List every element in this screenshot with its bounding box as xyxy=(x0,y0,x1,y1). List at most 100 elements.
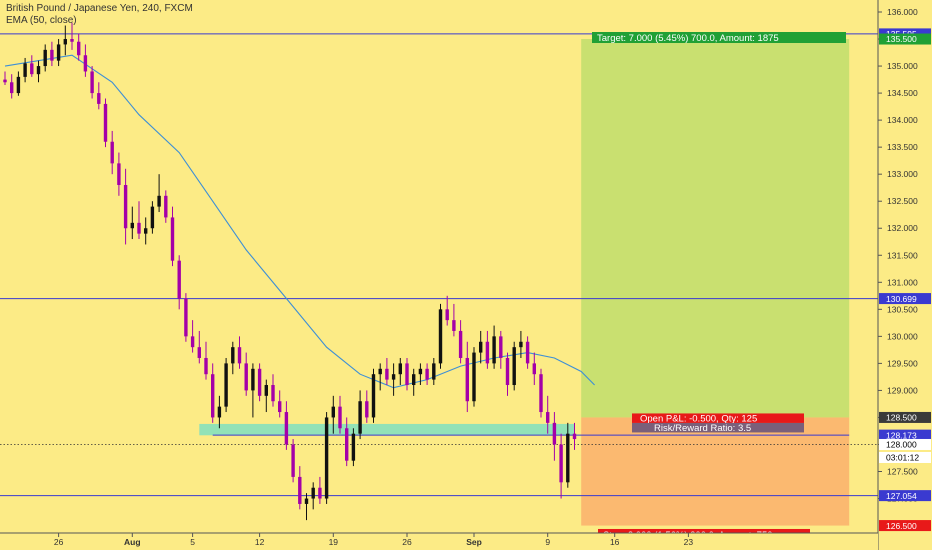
position-price-tag-label: 128.173 xyxy=(886,430,917,440)
line-price-tag: 130.699 xyxy=(879,293,931,305)
candle-body xyxy=(458,330,463,358)
candle-body xyxy=(224,363,228,407)
candle-body xyxy=(525,341,530,364)
current-price-tag: 128.000 xyxy=(879,438,931,450)
candle-body xyxy=(56,44,61,61)
x-tick-label: 9 xyxy=(545,537,550,547)
candle-body xyxy=(345,428,349,461)
candle-body xyxy=(465,357,469,402)
y-tick-label: 133.000 xyxy=(887,169,918,179)
candle-body xyxy=(90,71,94,94)
candle-body xyxy=(505,357,510,386)
pnl-box-bg xyxy=(632,413,804,423)
candle-body xyxy=(472,352,476,402)
candle-body xyxy=(144,228,148,234)
candle-body xyxy=(43,49,47,67)
candle-body xyxy=(83,55,88,72)
target-banner-label: Target: 7.000 (5.45%) 700.0, Amount: 187… xyxy=(597,33,779,44)
candle-body xyxy=(418,368,423,375)
candle-body xyxy=(338,406,342,429)
candle-body xyxy=(123,184,128,229)
countdown-label: 03:01:12 xyxy=(886,453,919,463)
candle-body xyxy=(170,217,175,261)
candle-body xyxy=(3,79,7,83)
x-tick-label: 5 xyxy=(190,537,195,547)
y-tick-label: 129.000 xyxy=(887,385,918,395)
candle-body xyxy=(485,341,490,364)
candle-body xyxy=(405,363,409,386)
line-price-tag-label: 130.699 xyxy=(886,294,917,304)
candle-body xyxy=(318,487,322,499)
candle-body xyxy=(77,41,81,56)
candle-body xyxy=(331,406,335,418)
candle-body xyxy=(391,374,396,380)
candle-body xyxy=(251,368,255,391)
y-tick-label: 134.000 xyxy=(887,115,918,125)
candle-body xyxy=(351,433,356,461)
x-tick-label: Sep xyxy=(466,537,482,547)
indicator-legend: EMA (50, close) xyxy=(6,15,77,26)
candle-body xyxy=(378,368,382,375)
candle-body xyxy=(532,363,536,375)
candle-body xyxy=(519,341,523,348)
candle-body xyxy=(499,336,503,358)
candle-body xyxy=(217,406,222,418)
candle-body xyxy=(284,412,289,445)
candle-body xyxy=(552,422,557,445)
target-zone xyxy=(581,39,850,418)
candle-body xyxy=(137,222,141,234)
position-price-tag-label: 135.500 xyxy=(886,34,917,44)
candle-body xyxy=(184,298,188,337)
y-tick-label: 131.500 xyxy=(887,250,918,260)
x-tick-label: 23 xyxy=(684,537,694,547)
y-tick-label: 127.500 xyxy=(887,467,918,477)
candle-body xyxy=(150,206,155,229)
candle-body xyxy=(177,260,181,299)
position-price-tag: 135.500 xyxy=(879,33,931,45)
candle-body xyxy=(204,357,208,375)
x-tick-label: 26 xyxy=(54,537,64,547)
target-banner-bg xyxy=(592,32,846,44)
candle-body xyxy=(30,63,34,75)
line-price-tag-bg xyxy=(879,293,931,305)
candle-body xyxy=(264,385,268,396)
candle-body xyxy=(566,433,570,483)
candle-body xyxy=(97,93,101,104)
rr-label: Risk/Reward Ratio: 3.5 xyxy=(654,423,751,434)
candle-body xyxy=(398,363,402,375)
candle-body xyxy=(546,412,550,423)
line-price-tag-label: 127.054 xyxy=(886,491,917,501)
y-tick-label: 132.000 xyxy=(887,223,918,233)
position-price-tag-bg xyxy=(879,411,931,423)
candle-body xyxy=(572,433,577,440)
candle-body xyxy=(271,385,275,402)
candle-body xyxy=(324,417,329,499)
candle-body xyxy=(10,82,14,94)
candle-body xyxy=(257,368,262,396)
candle-body xyxy=(304,498,309,504)
candle-body xyxy=(291,444,295,477)
y-tick-label: 130.500 xyxy=(887,304,918,314)
candle-body xyxy=(103,103,108,142)
candle-body xyxy=(278,401,282,413)
candle-body xyxy=(50,49,54,61)
candle-body xyxy=(452,320,456,331)
candle-body xyxy=(70,39,74,42)
time-axis xyxy=(0,533,878,550)
pnl-label: Open P&L: -0.500, Qty: 125 xyxy=(640,413,757,424)
position-price-tag-bg xyxy=(879,33,931,45)
x-tick-label: 19 xyxy=(329,537,339,547)
candle-body xyxy=(492,336,496,364)
support-zone xyxy=(199,423,575,436)
x-tick-label: 16 xyxy=(610,537,620,547)
position-price-tag: 126.500 xyxy=(879,520,931,532)
candle-body xyxy=(231,347,235,364)
candle-body xyxy=(117,163,121,185)
x-tick-label: 26 xyxy=(402,537,412,547)
candle-body xyxy=(432,363,436,380)
candle-body xyxy=(445,309,449,321)
candle-body xyxy=(479,341,483,353)
candle-body xyxy=(237,347,242,364)
